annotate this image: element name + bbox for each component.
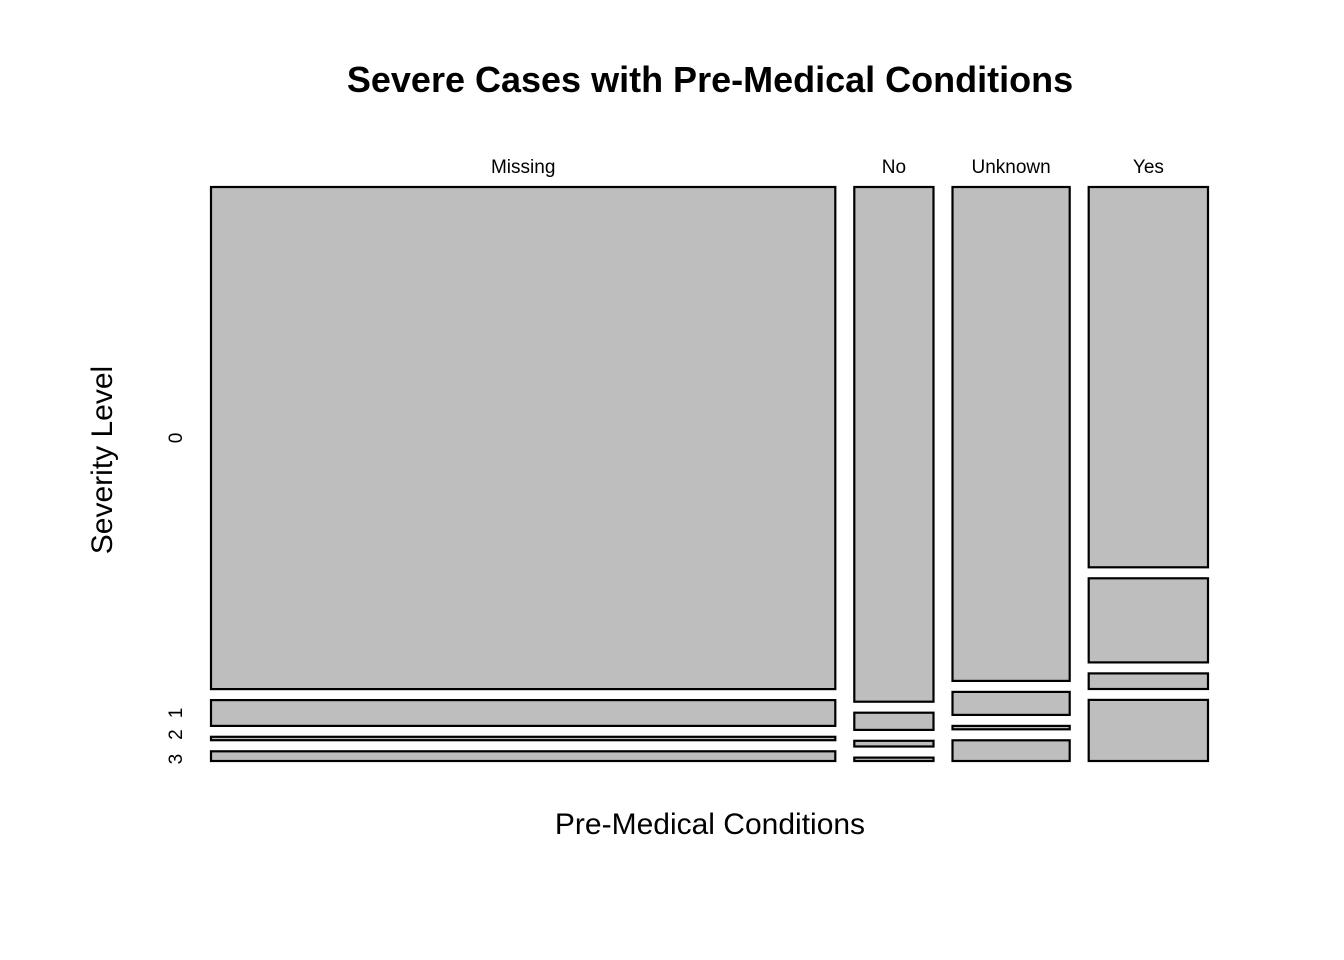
tile-yes-level-2 [1087, 672, 1210, 691]
tile-no-level-2 [853, 739, 935, 748]
tile-missing-level-3 [209, 750, 837, 763]
tile-yes-level-1 [1087, 577, 1210, 664]
y-tick-labels: 0 1 2 3 [166, 433, 187, 765]
tile-no-level-1 [853, 711, 935, 732]
tile-unknown-level-3 [951, 739, 1071, 763]
category-labels: Missing No Unknown Yes [491, 157, 1164, 178]
category-label-unknown: Unknown [971, 157, 1050, 178]
category-label-yes: Yes [1133, 157, 1164, 178]
y-tick-label-0: 0 [166, 433, 187, 444]
chart-title: Severe Cases with Pre-Medical Conditions [347, 59, 1073, 100]
tile-no-level-3 [853, 756, 935, 763]
category-label-missing: Missing [491, 157, 555, 178]
tile-no-level-0 [853, 185, 935, 703]
y-axis-label: Severity Level [86, 366, 119, 554]
tile-yes-level-3 [1087, 698, 1210, 763]
mosaic-tiles [209, 185, 1210, 763]
y-tick-label-3: 3 [166, 754, 187, 765]
y-tick-label-1: 1 [166, 708, 187, 719]
x-axis-label: Pre-Medical Conditions [555, 808, 865, 841]
tile-unknown-level-2 [951, 724, 1071, 731]
tile-unknown-level-0 [951, 185, 1071, 682]
tile-missing-level-1 [209, 698, 837, 727]
tile-missing-level-2 [209, 735, 837, 742]
tile-missing-level-0 [209, 185, 837, 691]
y-tick-label-2: 2 [166, 729, 187, 740]
category-label-no: No [882, 157, 906, 178]
tile-unknown-level-1 [951, 690, 1071, 717]
tile-yes-level-0 [1087, 185, 1210, 569]
